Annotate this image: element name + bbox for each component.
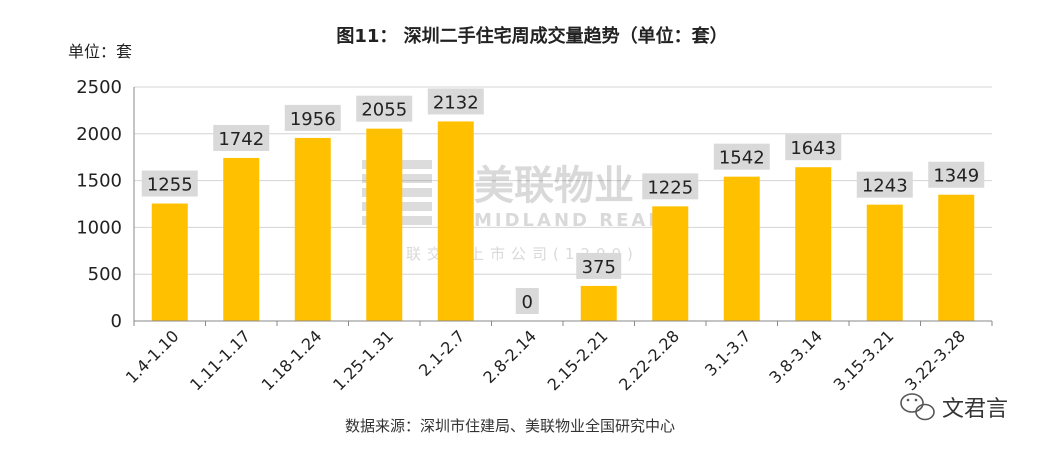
brand-name: 文君言: [942, 397, 1008, 422]
bar: [366, 128, 403, 321]
y-tick-label: 1000: [76, 217, 122, 238]
data-label-box: [856, 171, 913, 198]
grid: [134, 86, 992, 275]
x-tick-label: 3.8-3.14: [765, 326, 826, 387]
data-label: 0: [522, 292, 533, 313]
y-unit-label: 单位：套: [68, 42, 132, 61]
data-label-box: [642, 173, 699, 200]
y-tick-label: 1500: [76, 171, 122, 192]
bar: [437, 121, 474, 322]
data-label-box: [213, 124, 270, 151]
data-label-box: [284, 104, 341, 131]
bar: [938, 194, 975, 321]
x-tick-label: 1.4-1.10: [122, 326, 183, 387]
data-label-box: [928, 161, 985, 188]
data-label-box: [785, 134, 842, 161]
data-label: 1349: [933, 166, 979, 187]
bar: [723, 176, 760, 321]
x-tick-label: 3.1-3.7: [701, 326, 755, 380]
source-note: 数据来源：深圳市住建局、美联物业全国研究中心: [345, 417, 675, 435]
y-tick-label: 2000: [76, 124, 122, 145]
x-tick-label: 3.15-3.21: [830, 326, 898, 394]
bar: [866, 204, 903, 321]
x-tick-label: 2.1-2.7: [415, 326, 469, 380]
x-tick-label: 1.25-1.31: [329, 326, 397, 394]
x-tick-label: 2.22-2.28: [615, 326, 683, 394]
y-axis-ticks: 0 500 1000 1500 2000 2500: [76, 77, 122, 332]
data-label: 375: [582, 257, 616, 278]
data-label: 1542: [719, 148, 765, 169]
data-label: 1225: [647, 177, 693, 198]
bar: [580, 285, 617, 321]
bar: [223, 157, 260, 321]
x-tick-label: 1.18-1.24: [258, 326, 326, 394]
x-tick-label: 2.15-2.21: [544, 326, 612, 394]
axes: [133, 87, 993, 326]
x-axis-ticks: 1.4-1.10 1.11-1.17 1.18-1.24 1.25-1.31 2.1-2…: [122, 326, 969, 394]
bars: [151, 121, 975, 322]
data-label: 1742: [218, 129, 264, 150]
data-label-box: [713, 143, 770, 170]
y-tick-label: 2500: [76, 77, 122, 98]
watermark-english: MIDLAND REALTY: [474, 210, 691, 231]
brand-badge: 文君言: [900, 393, 1008, 422]
bar: [151, 203, 188, 321]
data-label-box: [515, 288, 539, 314]
x-tick-label: 2.8-2.14: [479, 326, 540, 387]
data-label-box: [141, 170, 198, 197]
bar: [652, 206, 689, 321]
y-tick-label: 500: [88, 264, 122, 285]
chart-title: 图11： 深圳二手住宅周成交量趋势（单位：套）: [336, 25, 727, 47]
data-label-box: [427, 88, 484, 115]
data-label: 1643: [790, 138, 836, 159]
data-label: 1255: [147, 175, 193, 196]
watermark-logo: 美联物业 MIDLAND REALTY 联交所上市公司(1200): [362, 160, 691, 263]
data-label: 1243: [862, 176, 908, 197]
x-tick-label: 3.22-3.28: [901, 326, 969, 394]
bar: [294, 137, 331, 321]
data-label-box: [576, 252, 622, 279]
data-label: 2132: [433, 92, 479, 113]
watermark-name: 美联物业: [474, 163, 634, 209]
data-label: 1956: [290, 109, 336, 130]
data-label: 2055: [361, 100, 407, 121]
data-label-box: [356, 95, 413, 122]
bar: [795, 167, 832, 321]
data-labels: 1255 1742 1956 2055 2132 0 375 1225 1542 1643 1243…: [141, 88, 985, 314]
wechat-icon: [900, 393, 935, 421]
x-tick-label: 1.11-1.17: [186, 326, 254, 394]
y-tick-label: 0: [111, 311, 122, 332]
